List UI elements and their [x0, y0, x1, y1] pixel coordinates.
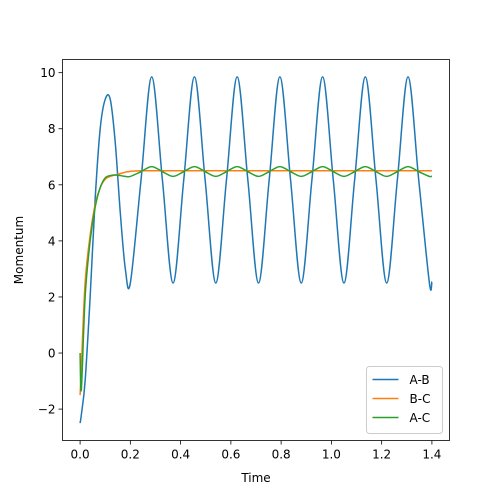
x-tick-label: 0.2 — [121, 448, 140, 462]
x-tick-label: 1.2 — [372, 448, 391, 462]
x-tick-label: 0.0 — [71, 448, 90, 462]
y-tick-label: 0 — [48, 347, 56, 361]
x-axis-label: Time — [240, 471, 270, 485]
y-tick-label: −2 — [38, 403, 56, 417]
y-tick-label: 8 — [48, 122, 56, 136]
axes-frame — [62, 59, 450, 441]
x-tick-label: 0.4 — [171, 448, 190, 462]
line-series — [79, 170, 432, 396]
legend-label: B-C — [410, 392, 431, 406]
y-tick-label: 6 — [48, 178, 56, 192]
x-tick-label: 0.6 — [221, 448, 240, 462]
legend-label: A-B — [410, 373, 430, 387]
x-tick-label: 1.0 — [322, 448, 341, 462]
y-tick-label: 2 — [48, 290, 56, 304]
y-axis-label: Momentum — [12, 216, 26, 284]
line-series — [79, 165, 433, 392]
x-tick-label: 1.4 — [422, 448, 441, 462]
y-tick-label: 4 — [48, 234, 56, 248]
legend-label: A-C — [410, 411, 431, 425]
legend-box — [366, 366, 443, 434]
line-series — [79, 76, 433, 424]
x-tick-label: 0.8 — [272, 448, 291, 462]
y-tick-label: 10 — [40, 66, 55, 80]
